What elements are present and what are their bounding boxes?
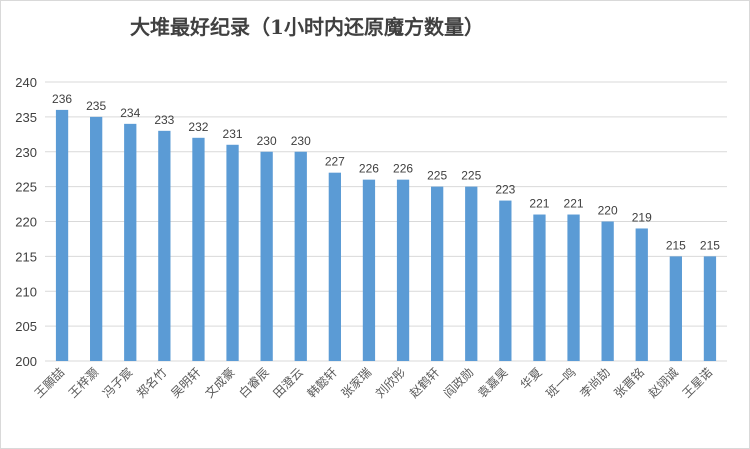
y-tick-label: 220 <box>15 215 37 230</box>
y-axis-ticks: 200 205 210 215 220 225 230 235 240 <box>15 75 37 369</box>
bar <box>635 228 648 361</box>
y-tick-label: 235 <box>15 110 37 125</box>
data-label: 226 <box>359 162 379 176</box>
data-label: 230 <box>291 134 311 148</box>
bar <box>328 172 341 361</box>
bar <box>158 130 171 361</box>
bar <box>396 179 410 361</box>
data-label: 235 <box>86 99 106 113</box>
category-label: 刘欣彤 <box>373 365 408 400</box>
bar <box>669 256 682 361</box>
category-label: 文成豪 <box>202 365 238 401</box>
bar <box>124 123 137 361</box>
y-tick-label: 225 <box>15 180 37 195</box>
data-label: 231 <box>223 127 243 141</box>
y-tick-label: 230 <box>15 145 37 160</box>
category-label: 张家瑞 <box>338 365 374 401</box>
category-label: 华夏 <box>518 365 545 392</box>
y-tick-label: 240 <box>15 75 37 90</box>
bar <box>90 116 103 361</box>
category-label: 郑名竹 <box>133 365 169 401</box>
data-label: 219 <box>632 210 652 224</box>
category-label: 王梓灏 <box>65 365 101 401</box>
bar <box>226 144 239 361</box>
bar <box>431 186 444 361</box>
bar <box>362 179 376 361</box>
data-label: 225 <box>427 169 447 183</box>
category-label: 赵翊诚 <box>645 365 681 401</box>
category-label: 张晋铭 <box>611 365 647 401</box>
category-label: 田澄云 <box>270 365 306 401</box>
y-tick-label: 210 <box>15 284 37 299</box>
data-label: 230 <box>257 134 277 148</box>
category-label: 白睿辰 <box>236 365 272 401</box>
bar <box>260 151 273 361</box>
data-label: 221 <box>529 197 549 211</box>
grid-lines <box>45 81 727 362</box>
data-label: 226 <box>393 162 413 176</box>
bar <box>192 137 205 361</box>
category-label: 李尚劼 <box>577 365 613 401</box>
x-axis-categories: 王願喆王梓灏冯子宸郑名竹吴明轩文成豪白睿辰田澄云韩懿轩张家瑞刘欣彤赵鹤轩阎政勋袁… <box>32 365 715 401</box>
data-label: 232 <box>188 120 208 134</box>
bar <box>601 221 614 361</box>
data-label: 220 <box>598 204 618 218</box>
category-label: 袁嘉昊 <box>475 365 510 400</box>
data-label: 234 <box>120 106 140 120</box>
data-label: 236 <box>52 92 72 106</box>
bar <box>55 109 69 362</box>
data-labels: 236 235 234 233 232 231 230 230 227 226 226 225 225 2… <box>52 92 720 252</box>
bar <box>499 200 512 361</box>
data-label: 225 <box>461 169 481 183</box>
data-label: 227 <box>325 155 345 169</box>
category-label: 冯子宸 <box>99 365 135 401</box>
category-label: 班一鸣 <box>543 365 579 401</box>
data-label: 233 <box>154 113 174 127</box>
category-label: 吴明轩 <box>168 365 203 400</box>
category-label: 阎政勋 <box>441 365 476 400</box>
data-label: 223 <box>495 183 515 197</box>
category-label: 王願喆 <box>32 365 67 400</box>
y-tick-label: 200 <box>15 354 37 369</box>
data-label: 215 <box>700 238 720 252</box>
chart-title: 大堆最好纪录（1小时内还原魔方数量） <box>130 15 484 39</box>
bars <box>55 109 717 362</box>
data-label: 215 <box>666 238 686 252</box>
bar <box>533 214 546 361</box>
y-tick-label: 205 <box>15 319 37 334</box>
bar <box>703 256 717 361</box>
bar <box>294 151 307 361</box>
bar <box>567 214 580 361</box>
bar <box>465 186 478 361</box>
category-label: 王星诺 <box>680 365 715 400</box>
y-tick-label: 215 <box>15 249 37 264</box>
category-label: 韩懿轩 <box>304 365 340 401</box>
data-label: 221 <box>564 197 584 211</box>
category-label: 赵鹤轩 <box>406 365 442 401</box>
